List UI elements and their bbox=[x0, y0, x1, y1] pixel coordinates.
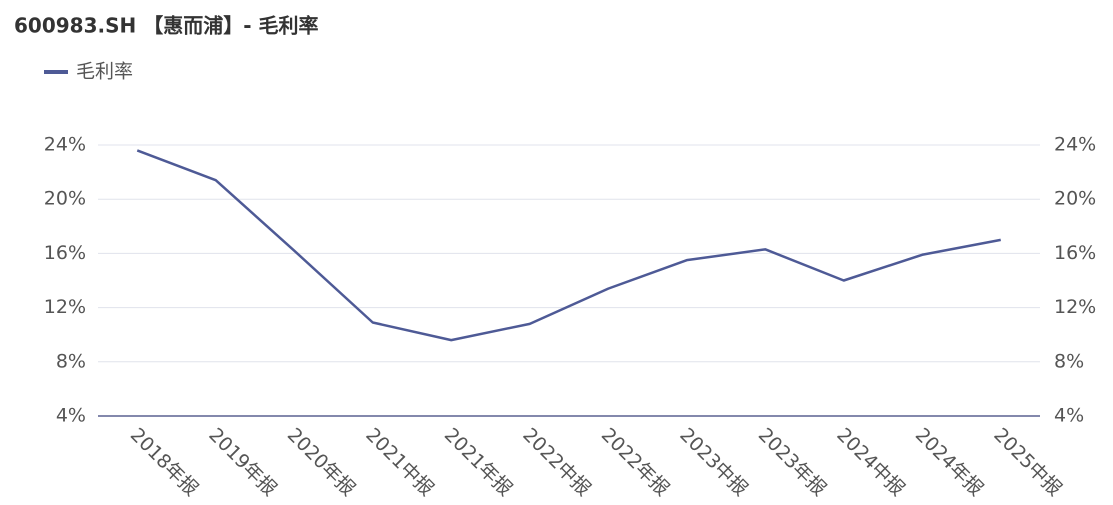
y2-tick-label: 24% bbox=[1054, 134, 1096, 156]
y2-tick-label: 16% bbox=[1054, 242, 1096, 264]
x-tick-label: 2020年报 bbox=[283, 424, 360, 501]
x-tick-label: 2019年报 bbox=[204, 424, 281, 501]
x-tick-label: 2021中报 bbox=[361, 424, 438, 501]
x-tick-label: 2023中报 bbox=[675, 424, 752, 501]
x-tick-label: 2022年报 bbox=[597, 424, 674, 501]
x-tick-label: 2024年报 bbox=[911, 424, 988, 501]
y2-tick-label: 8% bbox=[1054, 350, 1084, 372]
y-tick-label: 24% bbox=[44, 134, 86, 156]
series-line bbox=[136, 149, 1001, 342]
y2-tick-label: 12% bbox=[1054, 296, 1096, 318]
x-tick-label: 2022中报 bbox=[518, 424, 595, 501]
x-tick-label: 2021年报 bbox=[440, 424, 517, 501]
y2-tick-label: 20% bbox=[1054, 188, 1096, 210]
chart-title: 600983.SH 【惠而浦】- 毛利率 bbox=[14, 14, 318, 38]
y-tick-label: 20% bbox=[44, 188, 86, 210]
x-tick-label: 2025中报 bbox=[989, 424, 1066, 501]
x-tick-label: 2023年报 bbox=[754, 424, 831, 501]
y-tick-label: 4% bbox=[56, 405, 86, 427]
y-tick-label: 8% bbox=[56, 350, 86, 372]
y2-tick-label: 4% bbox=[1054, 405, 1084, 427]
legend-label: 毛利率 bbox=[76, 61, 133, 83]
x-tick-label: 2024中报 bbox=[832, 424, 909, 501]
x-tick-label: 2018年报 bbox=[126, 424, 203, 501]
y-tick-label: 16% bbox=[44, 242, 86, 264]
y-tick-label: 12% bbox=[44, 296, 86, 318]
